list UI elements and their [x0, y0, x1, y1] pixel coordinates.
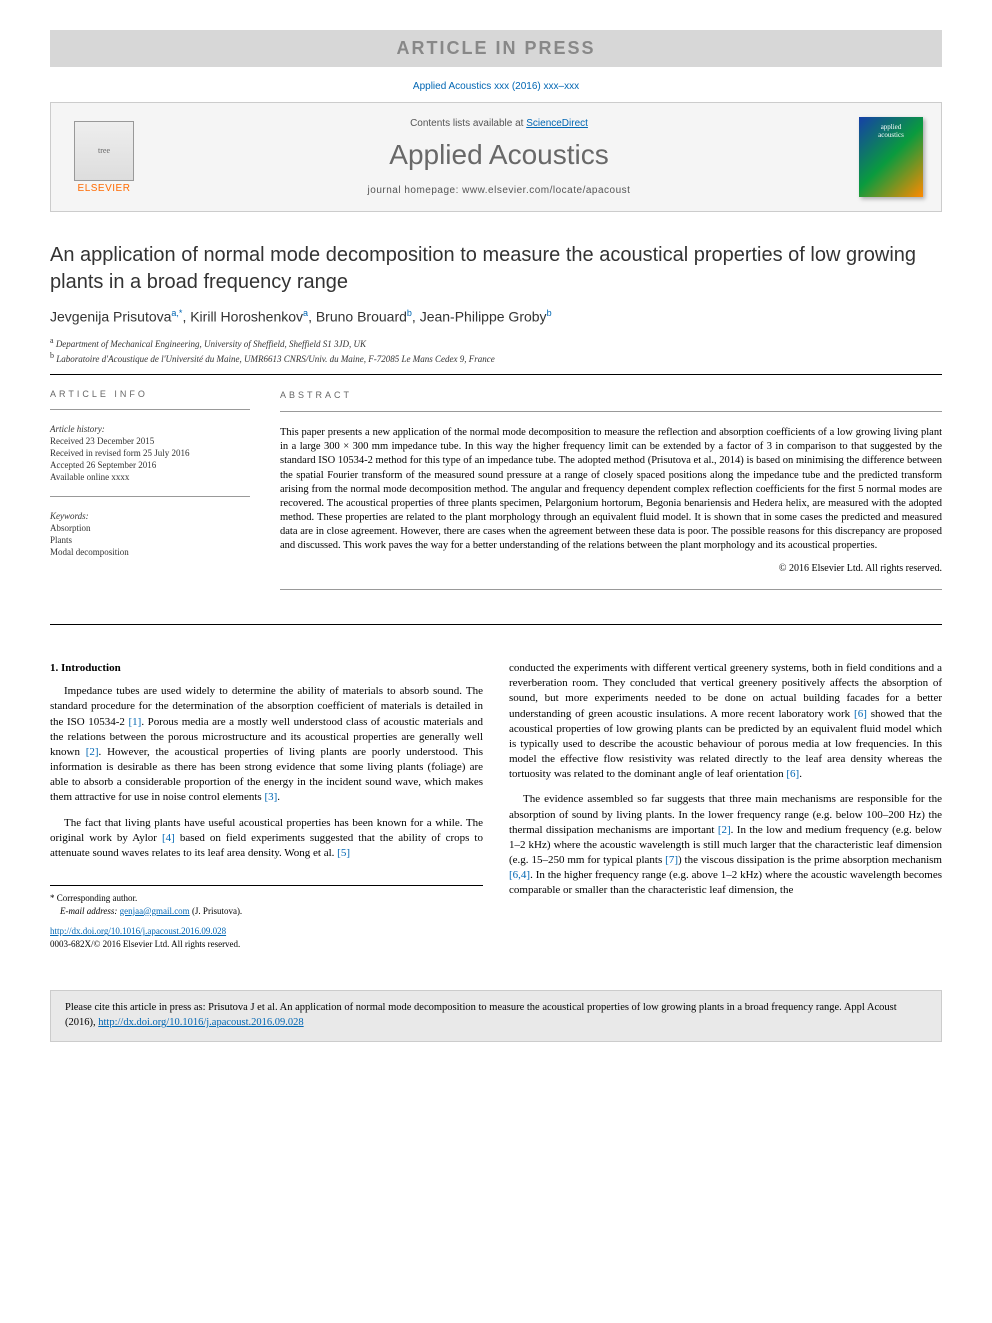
elsevier-logo: tree ELSEVIER: [69, 121, 139, 194]
ref-1-link[interactable]: [1]: [128, 716, 141, 728]
sciencedirect-link[interactable]: ScienceDirect: [526, 118, 588, 129]
author-2-affil: a: [303, 308, 308, 318]
issn-copyright: 0003-682X/© 2016 Elsevier Ltd. All right…: [50, 938, 483, 951]
ref-6b-link[interactable]: [6]: [786, 768, 799, 780]
article-in-press-banner: ARTICLE IN PRESS: [50, 30, 942, 67]
authors-list: Jevgenija Prisutovaa,*, Kirill Horoshenk…: [50, 308, 942, 325]
keywords-label: Keywords:: [50, 511, 250, 521]
right-column: conducted the experiments with different…: [509, 661, 942, 950]
text: ) the viscous dissipation is the prime a…: [678, 854, 942, 866]
contents-prefix: Contents lists available at: [410, 118, 526, 129]
author-3: Bruno Brouard: [316, 309, 407, 325]
ref-2-link[interactable]: [2]: [86, 746, 99, 758]
divider: [50, 409, 250, 410]
cover-label-1: applied: [881, 123, 902, 131]
body-columns: 1. Introduction Impedance tubes are used…: [50, 661, 942, 950]
cite-doi-link[interactable]: http://dx.doi.org/10.1016/j.apacoust.201…: [98, 1017, 303, 1028]
homepage-prefix: journal homepage:: [368, 185, 463, 196]
author-4-affil: b: [547, 308, 552, 318]
text: . In the higher frequency range (e.g. ab…: [509, 869, 942, 896]
email-label: E-mail address:: [60, 906, 120, 916]
journal-reference: Applied Acoustics xxx (2016) xxx–xxx: [50, 81, 942, 92]
copyright: © 2016 Elsevier Ltd. All rights reserved…: [280, 562, 942, 576]
left-column: 1. Introduction Impedance tubes are used…: [50, 661, 483, 950]
journal-header: tree ELSEVIER Contents lists available a…: [50, 102, 942, 212]
keyword-1: Absorption: [50, 523, 250, 533]
author-1-affil: a,: [171, 308, 179, 318]
paragraph-1: Impedance tubes are used widely to deter…: [50, 684, 483, 805]
article-info-heading: ARTICLE INFO: [50, 389, 250, 399]
divider: [50, 496, 250, 497]
affiliation-b: Laboratoire d'Acoustique de l'Université…: [56, 354, 495, 364]
homepage-url[interactable]: www.elsevier.com/locate/apacoust: [462, 185, 630, 196]
corresponding-email-link[interactable]: genjaa@gmail.com: [120, 906, 190, 916]
article-title: An application of normal mode decomposit…: [50, 242, 942, 296]
corresponding-label: Corresponding author.: [57, 893, 138, 903]
ref-2b-link[interactable]: [2]: [718, 824, 731, 836]
citation-box: Please cite this article in press as: Pr…: [50, 990, 942, 1041]
online-date: Available online xxxx: [50, 472, 250, 482]
ref-6-link[interactable]: [6]: [854, 708, 867, 720]
elsevier-label: ELSEVIER: [78, 183, 131, 194]
ref-7-link[interactable]: [7]: [665, 854, 678, 866]
contents-line: Contents lists available at ScienceDirec…: [139, 118, 859, 129]
elsevier-tree-icon: tree: [74, 121, 134, 181]
text: .: [799, 768, 802, 780]
star: *: [50, 893, 55, 903]
paragraph-2: The fact that living plants have useful …: [50, 816, 483, 862]
history-label: Article history:: [50, 424, 250, 434]
affiliation-a: Department of Mechanical Engineering, Un…: [56, 339, 366, 349]
abstract-column: ABSTRACT This paper presents a new appli…: [280, 389, 942, 604]
ref-4-link[interactable]: [4]: [162, 832, 175, 844]
paragraph-3: conducted the experiments with different…: [509, 661, 942, 782]
keyword-2: Plants: [50, 535, 250, 545]
cover-label-2: acoustics: [878, 131, 904, 139]
abstract-text: This paper presents a new application of…: [280, 426, 942, 554]
journal-name: Applied Acoustics: [139, 139, 859, 171]
doi-link[interactable]: http://dx.doi.org/10.1016/j.apacoust.201…: [50, 926, 226, 936]
section-1-heading: 1. Introduction: [50, 661, 483, 676]
author-1: Jevgenija Prisutova: [50, 309, 171, 325]
journal-cover-icon: applied acoustics: [859, 117, 923, 197]
divider: [280, 589, 942, 590]
doi-block: http://dx.doi.org/10.1016/j.apacoust.201…: [50, 925, 483, 950]
keyword-3: Modal decomposition: [50, 547, 250, 557]
text: .: [277, 791, 280, 803]
divider: [50, 374, 942, 375]
abstract-heading: ABSTRACT: [280, 389, 942, 401]
revised-date: Received in revised form 25 July 2016: [50, 448, 250, 458]
ref-64-link[interactable]: [6,4]: [509, 869, 530, 881]
paragraph-4: The evidence assembled so far suggests t…: [509, 792, 942, 898]
email-suffix: (J. Prisutova).: [190, 906, 243, 916]
author-2: Kirill Horoshenkov: [190, 309, 303, 325]
received-date: Received 23 December 2015: [50, 436, 250, 446]
accepted-date: Accepted 26 September 2016: [50, 460, 250, 470]
corresponding-author-block: * Corresponding author. E-mail address: …: [50, 885, 483, 917]
ref-5-link[interactable]: [5]: [337, 847, 350, 859]
author-1-star: *: [179, 308, 183, 318]
author-3-affil: b: [407, 308, 412, 318]
ref-3-link[interactable]: [3]: [264, 791, 277, 803]
affiliations: a Department of Mechanical Engineering, …: [50, 335, 942, 366]
divider: [50, 624, 942, 625]
author-4: Jean-Philippe Groby: [420, 309, 547, 325]
divider: [280, 411, 942, 412]
homepage-line: journal homepage: www.elsevier.com/locat…: [139, 185, 859, 196]
article-info-column: ARTICLE INFO Article history: Received 2…: [50, 389, 250, 604]
